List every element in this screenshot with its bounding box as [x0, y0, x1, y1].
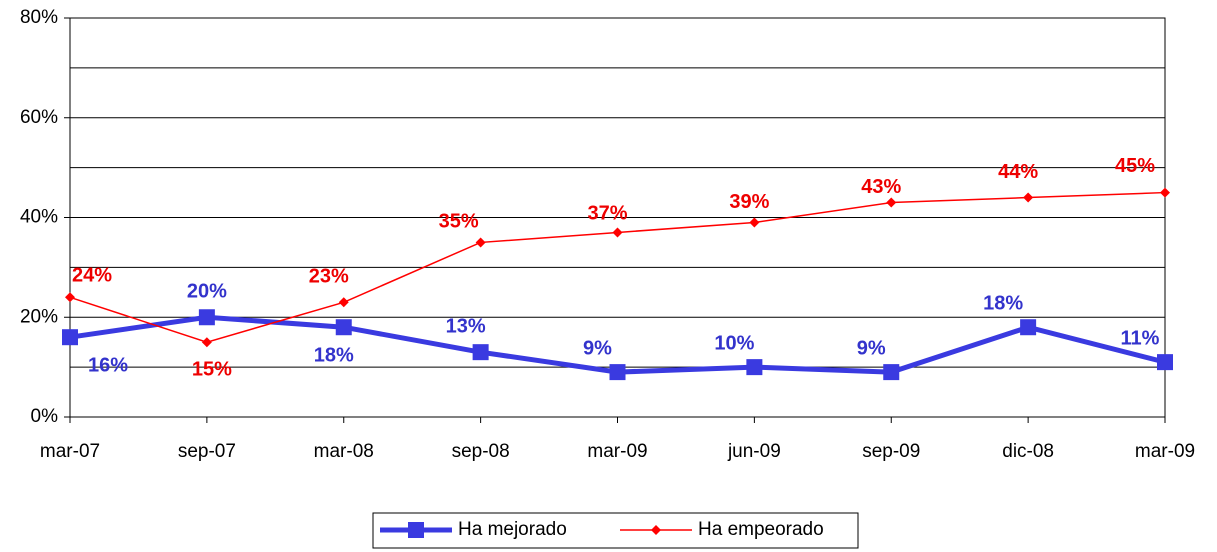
legend-label: Ha empeorado	[698, 519, 824, 540]
marker	[883, 364, 900, 381]
x-tick-label: mar-08	[314, 441, 374, 462]
marker	[475, 237, 486, 248]
y-tick-label: 40%	[20, 207, 58, 228]
y-tick-label: 60%	[20, 107, 58, 128]
marker	[886, 197, 897, 208]
marker	[1023, 192, 1034, 203]
marker	[612, 227, 623, 238]
data-label: 16%	[88, 354, 128, 376]
y-tick-label: 20%	[20, 306, 58, 327]
data-label: 45%	[1115, 155, 1155, 177]
x-tick-label: jun-09	[727, 441, 781, 462]
data-label: 43%	[861, 176, 901, 198]
marker	[749, 217, 760, 228]
marker	[338, 297, 349, 308]
x-tick-label: mar-09	[1135, 441, 1195, 462]
x-tick-label: sep-09	[862, 441, 920, 462]
y-tick-label: 80%	[20, 7, 58, 28]
marker	[1020, 319, 1037, 336]
data-label: 18%	[983, 293, 1023, 315]
marker	[62, 329, 78, 346]
data-label: 11%	[1121, 327, 1160, 349]
data-label: 23%	[309, 266, 349, 288]
data-label: 35%	[439, 211, 479, 233]
data-label: 37%	[587, 203, 627, 225]
data-label: 9%	[583, 337, 612, 359]
marker	[1160, 187, 1170, 198]
legend-marker	[651, 525, 661, 535]
legend-marker	[408, 522, 424, 538]
data-label: 39%	[729, 191, 769, 213]
data-label: 9%	[857, 337, 886, 359]
data-label: 44%	[998, 161, 1038, 183]
marker	[201, 337, 212, 348]
data-label: 18%	[314, 345, 354, 367]
x-tick-label: mar-07	[40, 441, 100, 462]
marker	[746, 359, 763, 376]
x-tick-label: dic-08	[1002, 441, 1054, 462]
marker	[335, 319, 352, 336]
marker	[472, 344, 489, 361]
data-label: 24%	[72, 265, 112, 287]
x-tick-label: sep-08	[452, 441, 510, 462]
marker	[609, 364, 626, 381]
y-tick-label: 0%	[31, 406, 59, 427]
x-tick-label: sep-07	[178, 441, 236, 462]
marker	[1157, 354, 1173, 371]
data-label: 10%	[714, 332, 754, 354]
marker	[198, 309, 215, 326]
legend-label: Ha mejorado	[458, 519, 567, 540]
x-tick-label: mar-09	[587, 441, 647, 462]
data-label: 15%	[192, 358, 232, 380]
marker	[65, 292, 75, 303]
legend	[372, 512, 859, 549]
data-label: 20%	[187, 281, 227, 303]
data-label: 13%	[446, 315, 486, 337]
